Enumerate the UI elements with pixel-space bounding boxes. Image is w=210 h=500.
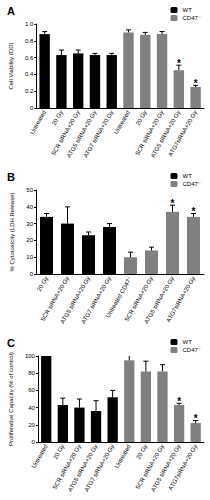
svg-text:SCR siRNA+20 Gy: SCR siRNA+20 Gy xyxy=(39,275,71,323)
svg-text:20: 20 xyxy=(26,237,33,243)
svg-text:10: 10 xyxy=(26,254,33,260)
svg-text:Proliferative Capacity (% of c: Proliferative Capacity (% of control) xyxy=(8,352,14,446)
svg-text:SCR siRNA+20 Gy: SCR siRNA+20 Gy xyxy=(50,109,81,157)
svg-text:B: B xyxy=(7,171,15,183)
svg-text:ATG5 siRNA+20 Gy: ATG5 siRNA+20 Gy xyxy=(150,109,182,158)
svg-text:SCR siRNA+20 Gy: SCR siRNA+20 Gy xyxy=(51,443,82,490)
svg-text:*: * xyxy=(171,198,175,209)
svg-text:*: * xyxy=(177,396,181,407)
svg-text:SCR siRNA+20 Gy: SCR siRNA+20 Gy xyxy=(134,109,165,157)
svg-text:% Cytotoxicity (LDH Release): % Cytotoxicity (LDH Release) xyxy=(9,192,15,271)
svg-text:1.0: 1.0 xyxy=(25,21,34,27)
svg-text:20 Gy: 20 Gy xyxy=(52,443,65,460)
svg-text:SCR siRNA+20 Gy: SCR siRNA+20 Gy xyxy=(135,443,166,490)
svg-text:SCR siRNA+20 Gy: SCR siRNA+20 Gy xyxy=(123,275,155,323)
svg-text:0.6: 0.6 xyxy=(25,55,34,61)
svg-text:0.2: 0.2 xyxy=(25,88,34,94)
svg-text:Untreated: Untreated xyxy=(113,109,131,135)
svg-text:Untreated: Untreated xyxy=(114,443,132,469)
svg-text:20 Gy: 20 Gy xyxy=(135,443,148,460)
svg-text:CD47⁻: CD47⁻ xyxy=(182,181,201,187)
svg-text:Untreated CD47⁻: Untreated CD47⁻ xyxy=(104,275,134,319)
svg-text:0.8: 0.8 xyxy=(25,38,34,44)
svg-text:0: 0 xyxy=(30,105,34,111)
svg-text:ATG7 siRNA+20 Gy: ATG7 siRNA+20 Gy xyxy=(80,275,113,325)
svg-text:50: 50 xyxy=(26,187,33,193)
svg-text:*: * xyxy=(192,206,196,217)
svg-text:CD47⁻: CD47⁻ xyxy=(182,15,201,21)
svg-text:40: 40 xyxy=(28,405,35,411)
svg-text:20 Gy: 20 Gy xyxy=(36,275,49,292)
svg-text:ATG5 siRNA+20 Gy: ATG5 siRNA+20 Gy xyxy=(66,109,98,158)
svg-text:WT: WT xyxy=(182,173,192,179)
svg-text:ATG5 siRNA+20 Gy: ATG5 siRNA+20 Gy xyxy=(143,275,176,325)
svg-text:ATG5 siRNA+20 Gy: ATG5 siRNA+20 Gy xyxy=(150,443,182,492)
svg-text:A: A xyxy=(7,5,15,17)
svg-text:ATG7siRNA+20 Gy: ATG7siRNA+20 Gy xyxy=(167,109,198,157)
svg-text:ATG5 siRNA+20 Gy: ATG5 siRNA+20 Gy xyxy=(59,275,92,325)
svg-text:80: 80 xyxy=(28,370,35,376)
svg-text:40: 40 xyxy=(26,204,33,210)
svg-text:*: * xyxy=(194,413,198,424)
svg-text:0.4: 0.4 xyxy=(25,71,34,77)
svg-text:WT: WT xyxy=(182,339,192,345)
svg-text:ATG7siRNA+20 Gy: ATG7siRNA+20 Gy xyxy=(165,275,196,323)
svg-text:0: 0 xyxy=(32,439,36,445)
svg-text:CD47⁻: CD47⁻ xyxy=(182,347,201,353)
svg-text:C: C xyxy=(7,337,15,349)
svg-text:0: 0 xyxy=(30,271,34,277)
svg-text:WT: WT xyxy=(182,7,192,13)
svg-text:30: 30 xyxy=(26,221,33,227)
svg-text:ATG7 siRNA+20 Gy: ATG7 siRNA+20 Gy xyxy=(82,109,114,158)
svg-text:Untreated: Untreated xyxy=(30,443,48,469)
svg-text:*: * xyxy=(194,78,198,89)
svg-text:*: * xyxy=(177,58,181,69)
svg-text:100: 100 xyxy=(25,353,36,359)
svg-text:20: 20 xyxy=(28,422,35,428)
svg-text:Untreated: Untreated xyxy=(29,109,47,135)
svg-text:Cell Viability (OD): Cell Viability (OD) xyxy=(8,42,14,89)
svg-text:60: 60 xyxy=(28,387,35,393)
svg-text:ATG5 siRNA+20 Gy: ATG5 siRNA+20 Gy xyxy=(67,443,99,492)
svg-text:20 Gy: 20 Gy xyxy=(135,109,148,126)
svg-text:ATG7 siRNA+20 Gy: ATG7 siRNA+20 Gy xyxy=(83,443,115,492)
svg-text:ATG7siRNA+20 Gy: ATG7siRNA+20 Gy xyxy=(167,443,198,491)
svg-text:20 Gy: 20 Gy xyxy=(51,109,64,126)
